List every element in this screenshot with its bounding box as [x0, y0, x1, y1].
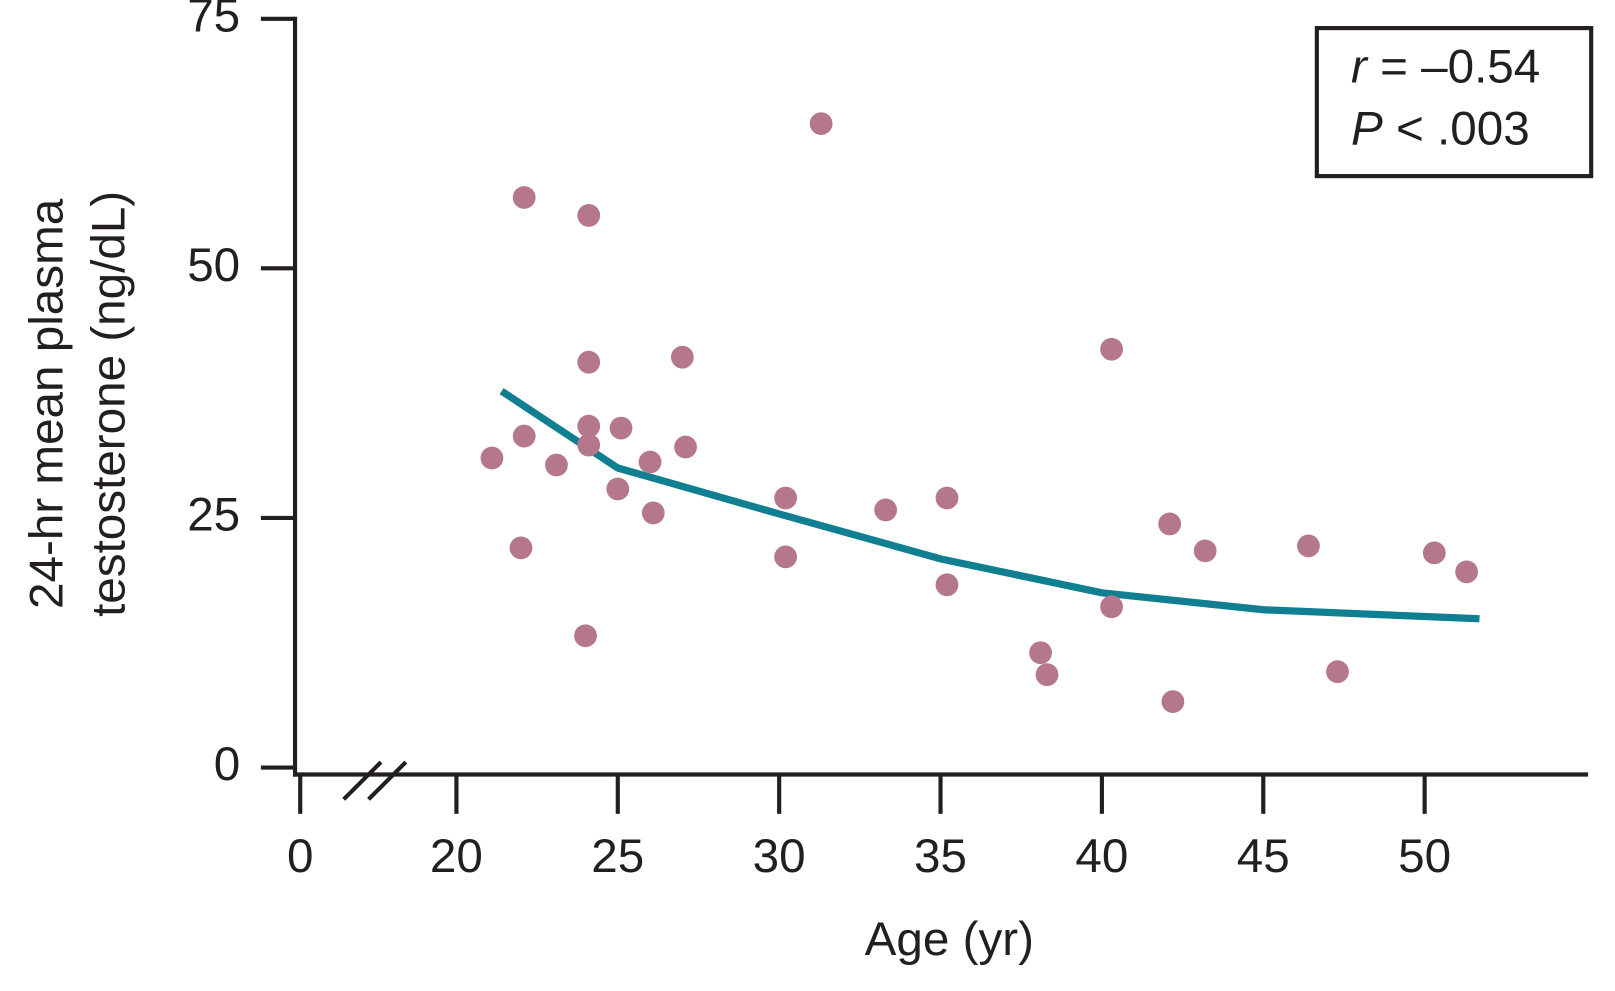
x-tick-label: 50 — [1398, 830, 1451, 883]
y-tick-label: 50 — [187, 239, 240, 292]
y-axis-label-line: 24-hr mean plasma — [20, 198, 73, 609]
data-point — [670, 345, 694, 369]
axis-break — [342, 760, 383, 801]
data-point — [641, 501, 665, 525]
data-point — [577, 204, 601, 227]
data-point — [574, 624, 597, 648]
data-point — [1297, 534, 1320, 558]
annotation-text: < .003 — [1396, 102, 1530, 155]
data-point — [512, 424, 536, 448]
data-point — [577, 350, 601, 374]
data-point — [1455, 560, 1478, 584]
y-tick-label: 0 — [214, 738, 240, 791]
data-point — [1029, 641, 1052, 665]
data-point — [809, 112, 833, 135]
data-point — [1158, 512, 1182, 536]
data-point — [1100, 337, 1123, 361]
fit-curve — [499, 388, 1480, 623]
data-point — [774, 486, 798, 510]
data-point — [512, 186, 536, 209]
data-point — [1035, 663, 1059, 687]
data-point — [935, 486, 959, 510]
annotation: P < .003 — [1351, 102, 1530, 155]
x-tick-label: 0 — [287, 830, 313, 883]
data-point — [674, 435, 697, 459]
annotation-symbol: P — [1351, 102, 1383, 155]
x-tick-label: 30 — [753, 830, 806, 883]
data-point — [1422, 541, 1446, 565]
y-axis-label-line: testosterone (ng/dL) — [82, 191, 135, 617]
data-point — [577, 433, 601, 457]
x-tick-label: 45 — [1237, 830, 1290, 883]
data-point — [609, 416, 633, 440]
data-point — [480, 446, 504, 470]
annotation-box — [1314, 26, 1594, 179]
annotation-text: = –0.54 — [1380, 40, 1540, 93]
x-tick-label: 40 — [1075, 830, 1128, 883]
annotation: r = –0.54 — [1351, 40, 1540, 93]
axis-break — [367, 760, 408, 801]
data-point — [1193, 539, 1217, 563]
data-point — [606, 477, 630, 501]
y-axis-label: 24-hr mean plasma testosterone (ng/dL) — [20, 191, 135, 617]
data-point — [545, 453, 568, 477]
x-tick-label: 20 — [430, 830, 483, 883]
x-tick-label: 25 — [591, 830, 644, 883]
data-point — [638, 450, 662, 474]
y-tick-label: 75 — [187, 0, 240, 42]
data-point — [577, 414, 601, 438]
data-point — [874, 498, 898, 522]
data-point — [1326, 660, 1349, 684]
x-axis-label: Age (yr) — [865, 913, 1034, 966]
x-tick-label: 35 — [914, 830, 967, 883]
data-point — [1100, 595, 1123, 619]
y-tick-label: 25 — [187, 489, 240, 542]
data-point — [509, 536, 533, 560]
data-point — [935, 573, 959, 597]
data-point — [1161, 690, 1185, 714]
annotation-symbol: r — [1351, 40, 1369, 93]
data-point — [774, 545, 798, 569]
